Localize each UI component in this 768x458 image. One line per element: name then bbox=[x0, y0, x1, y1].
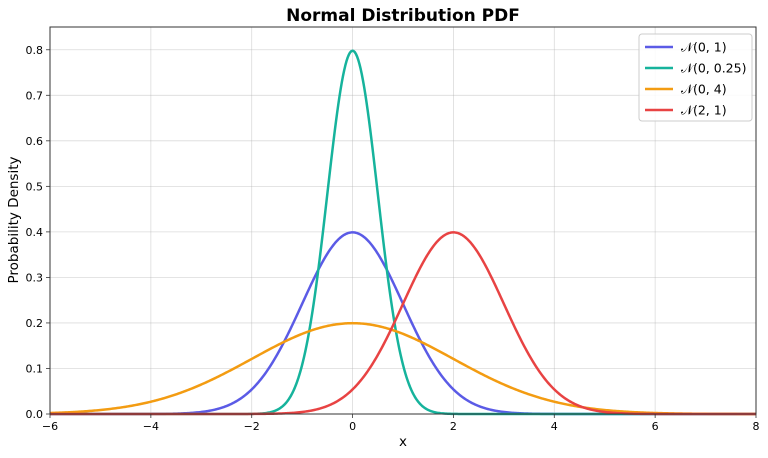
y-tick-label: 0.8 bbox=[26, 44, 44, 57]
x-tick-label: −2 bbox=[244, 420, 260, 433]
y-tick-label: 0.6 bbox=[26, 135, 44, 148]
x-axis-ticks: −6 −4 −2 0 2 4 6 8 bbox=[42, 414, 760, 433]
legend-box bbox=[638, 33, 753, 122]
y-tick-label: 0.0 bbox=[26, 408, 44, 421]
legend-label: 𝒩(0, 1) bbox=[681, 40, 727, 55]
x-tick-label: 2 bbox=[450, 420, 457, 433]
legend-label: 𝒩(0, 0.25) bbox=[681, 61, 746, 76]
y-tick-label: 0.5 bbox=[26, 180, 44, 193]
y-tick-label: 0.1 bbox=[26, 362, 44, 375]
y-tick-label: 0.4 bbox=[26, 226, 44, 239]
y-tick-label: 0.2 bbox=[26, 317, 44, 330]
y-tick-label: 0.7 bbox=[26, 89, 44, 102]
chart-title: Normal Distribution PDF bbox=[286, 6, 520, 26]
x-tick-label: 4 bbox=[551, 420, 558, 433]
legend-label: 𝒩(0, 4) bbox=[681, 82, 727, 97]
legend-label: 𝒩(2, 1) bbox=[681, 103, 727, 118]
legend: 𝒩(0, 1) 𝒩(0, 0.25) 𝒩(0, 4) 𝒩(2, 1) bbox=[638, 33, 753, 122]
grid-lines bbox=[49, 27, 757, 415]
y-axis-label: Probability Density bbox=[6, 157, 22, 284]
plot-frame bbox=[49, 26, 757, 415]
y-axis-ticks: 0.0 0.1 0.2 0.3 0.4 0.5 0.6 0.7 0.8 bbox=[26, 44, 50, 421]
x-tick-label: 6 bbox=[652, 420, 659, 433]
x-tick-label: 0 bbox=[349, 420, 356, 433]
x-axis-label: x bbox=[399, 434, 407, 450]
x-tick-label: 8 bbox=[753, 420, 760, 433]
y-tick-label: 0.3 bbox=[26, 271, 44, 284]
series-line bbox=[49, 321, 757, 416]
x-tick-label: −6 bbox=[42, 420, 58, 433]
x-tick-label: −4 bbox=[143, 420, 159, 433]
